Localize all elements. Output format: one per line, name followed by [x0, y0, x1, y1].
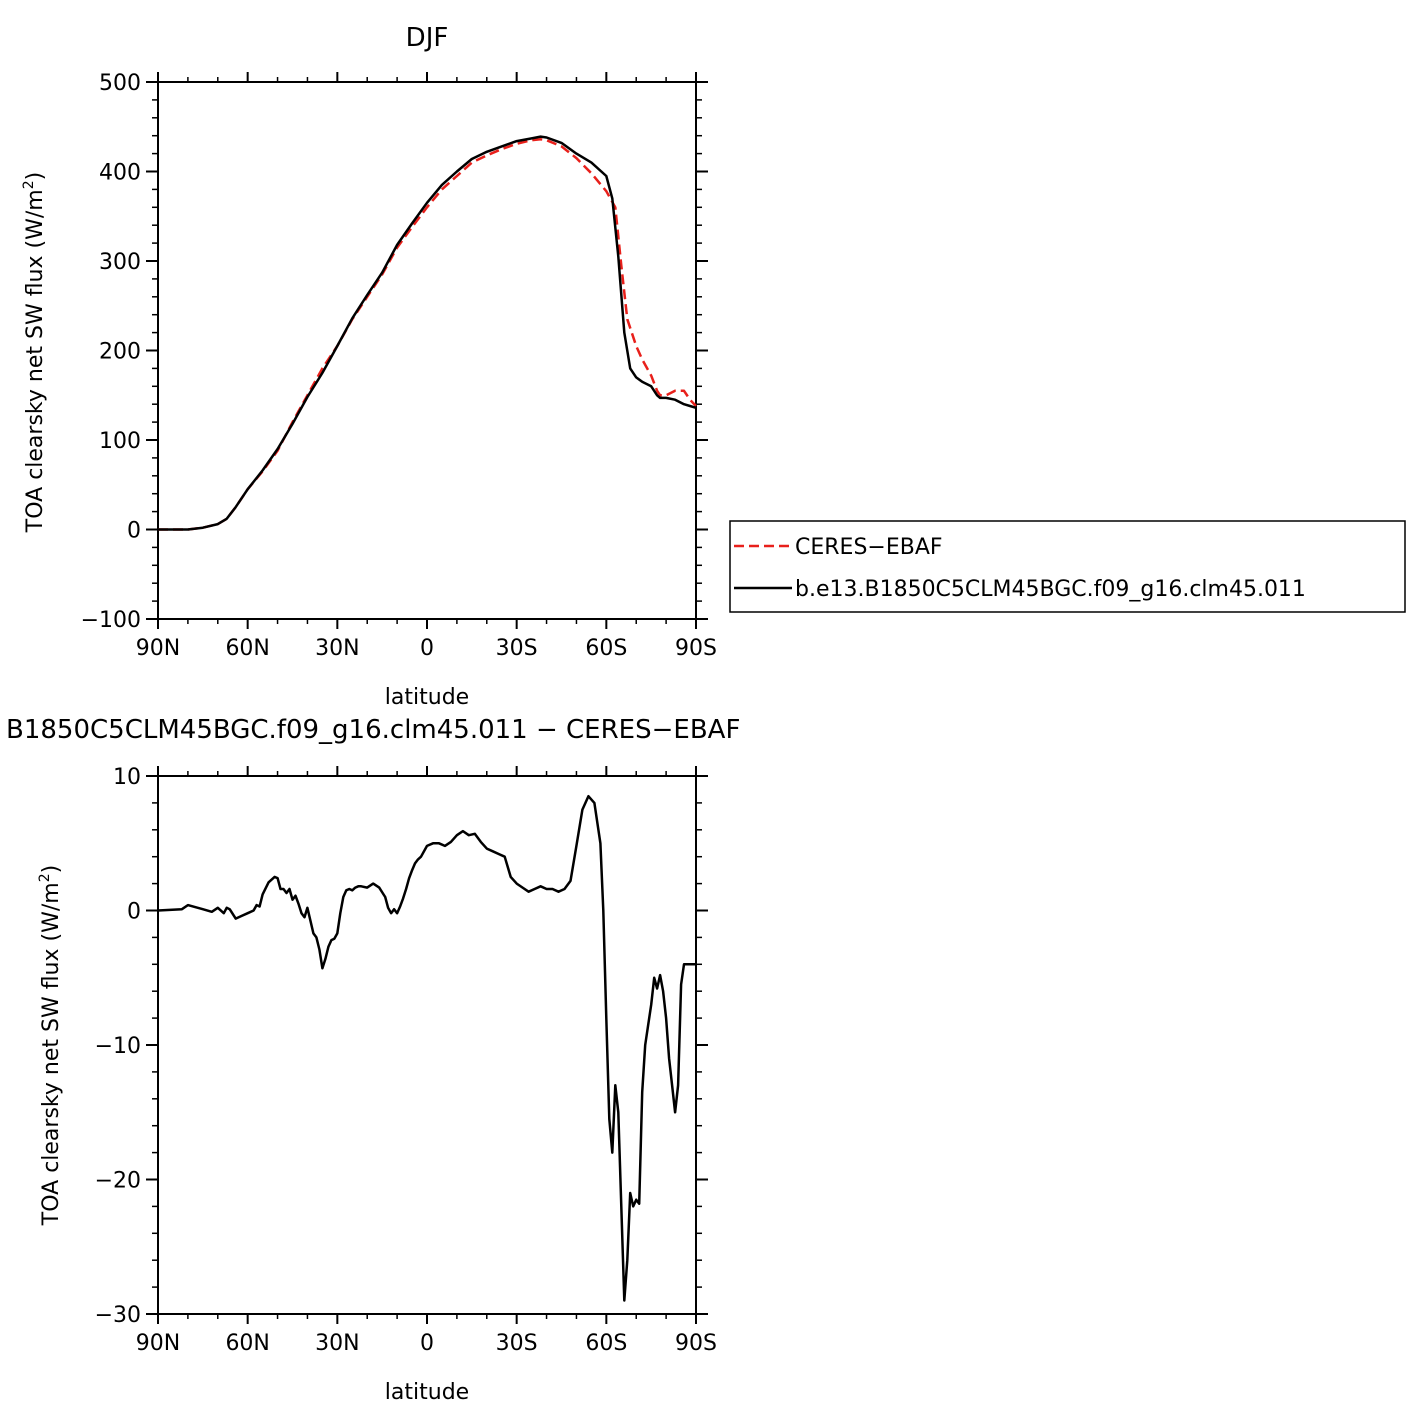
top-y-label-sup: 2 [21, 180, 37, 189]
top-x-axis-label: latitude [385, 685, 469, 710]
top-y-tick-label: 300 [99, 250, 141, 275]
top-y-tick-labels: 500 400 300 200 100 0 −100 [81, 71, 141, 633]
top-y-label-end: ) [23, 172, 48, 181]
bottom-y-tick-labels: 10 0 −10 −20 −30 [95, 765, 141, 1328]
top-x-tick-label: 60N [225, 636, 269, 661]
top-x-tick-label: 60S [585, 636, 627, 661]
bottom-y-label-main: TOA clearsky net SW flux (W/m [39, 882, 64, 1226]
bottom-x-tick-label: 30S [496, 1331, 538, 1356]
top-y-tick-label: −100 [81, 608, 141, 633]
bottom-x-tick-label: 90N [136, 1331, 180, 1356]
bottom-x-axis-label: latitude [385, 1380, 469, 1405]
bottom-series-line-0 [157, 794, 696, 1302]
legend-label-model: b.e13.B1850C5CLM45BGC.f09_g16.clm45.011 [795, 577, 1306, 602]
bottom-y-tick-label: −10 [95, 1034, 141, 1059]
bottom-y-label-end: ) [39, 865, 64, 874]
top-plot-frame [157, 81, 697, 620]
bottom-x-tick-label: 0 [420, 1331, 434, 1356]
top-series-line-1 [158, 135, 697, 531]
bottom-series-group [157, 794, 696, 1302]
legend-box [729, 520, 1406, 613]
bottom-plot-frame [157, 775, 697, 1315]
top-x-tick-label: 30S [496, 636, 538, 661]
bottom-x-tick-label: 60N [225, 1331, 269, 1356]
top-panel: DJF 90N 60N 30N 0 30S 60S 90S 500 400 300 200 100 0… [21, 23, 717, 710]
top-chart-title: DJF [406, 23, 449, 53]
bottom-ticks [146, 766, 708, 1324]
top-y-tick-label: 400 [99, 161, 141, 186]
bottom-y-tick-label: −30 [95, 1303, 141, 1328]
bottom-y-tick-label: 0 [127, 900, 141, 925]
bottom-x-tick-labels: 90N 60N 30N 0 30S 60S 90S [136, 1331, 717, 1356]
bottom-panel: B1850C5CLM45BGC.f09_g16.clm45.011 − CERE… [6, 715, 740, 1405]
top-y-label-main: TOA clearsky net SW flux (W/m [23, 189, 48, 533]
bottom-chart-title: B1850C5CLM45BGC.f09_g16.clm45.011 − CERE… [6, 715, 740, 745]
bottom-x-tick-label: 60S [585, 1331, 627, 1356]
bottom-y-label-sup: 2 [37, 873, 53, 882]
top-y-tick-label: 0 [127, 519, 141, 544]
legend-label-ceres: CERES−EBAF [795, 535, 943, 560]
bottom-x-tick-label: 90S [675, 1331, 717, 1356]
bottom-y-axis-label: TOA clearsky net SW flux (W/m2) [37, 865, 64, 1226]
bottom-y-tick-label: 10 [113, 765, 141, 790]
top-x-tick-label: 90S [675, 636, 717, 661]
top-y-axis-label: TOA clearsky net SW flux (W/m2) [21, 172, 48, 533]
legend: CERES−EBAF b.e13.B1850C5CLM45BGC.f09_g16… [729, 520, 1406, 613]
top-y-tick-label: 500 [99, 71, 141, 96]
bottom-y-tick-label: −20 [95, 1169, 141, 1194]
top-x-tick-label: 0 [420, 636, 434, 661]
top-series-group [158, 135, 697, 531]
top-x-tick-label: 30N [315, 636, 359, 661]
bottom-x-tick-label: 30N [315, 1331, 359, 1356]
top-y-tick-label: 200 [99, 340, 141, 365]
top-y-tick-label: 100 [99, 429, 141, 454]
top-x-tick-label: 90N [136, 636, 180, 661]
top-x-tick-labels: 90N 60N 30N 0 30S 60S 90S [136, 636, 717, 661]
top-series-line-0 [158, 138, 697, 531]
top-ticks [146, 72, 708, 629]
